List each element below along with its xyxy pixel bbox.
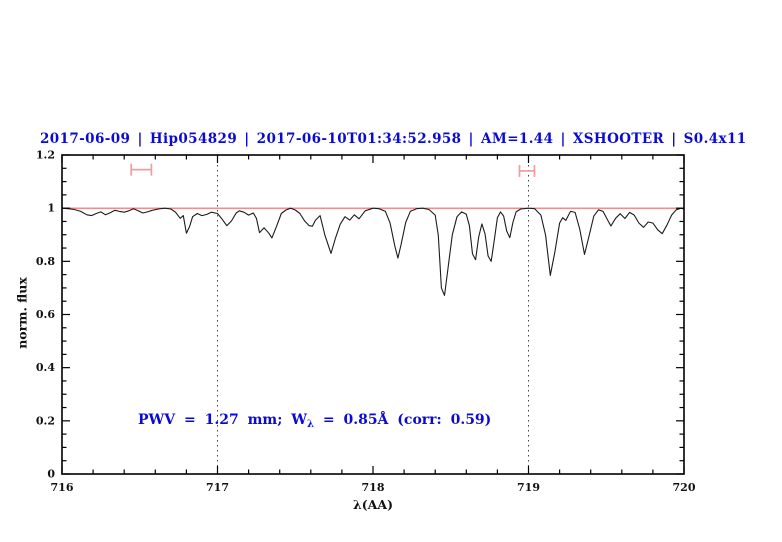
- y-tick-label: 0.4: [36, 361, 55, 374]
- x-tick-label: 716: [51, 481, 74, 494]
- x-tick-label: 719: [517, 481, 540, 494]
- ew-marker-2: [518, 164, 536, 177]
- spectrum-path: [61, 207, 685, 296]
- y-axis-label: norm. flux: [14, 277, 30, 349]
- tick-labels: 716 717 718 719 720 0 0.2 0.4 0.6 0.8 1 1.2: [36, 149, 696, 495]
- y-tick-label: 0.8: [36, 255, 55, 268]
- annotation-lambda-subscript: λ: [306, 419, 314, 430]
- pwv-annotation: PWV = 1.27 mm; Wλ = 0.85Å (corr: 0.59): [138, 412, 491, 430]
- x-tick-label: 720: [673, 481, 696, 494]
- x-axis-label: λ(AA): [353, 497, 393, 512]
- annotation-prefix: PWV = 1.27 mm; W: [138, 412, 307, 428]
- annotation-suffix: = 0.85Å (corr: 0.59): [313, 412, 492, 428]
- y-tick-label: 0: [47, 468, 55, 481]
- y-tick-label: 1.2: [36, 149, 55, 162]
- y-tick-label: 0.6: [36, 308, 55, 321]
- axis-ticks: [61, 154, 685, 475]
- ew-marker-1: [130, 163, 153, 176]
- x-tick-label: 718: [362, 481, 385, 494]
- y-tick-label: 0.2: [36, 414, 55, 427]
- x-tick-label: 717: [206, 481, 229, 494]
- plot-title: 2017-06-09 | Hip054829 | 2017-06-10T01:3…: [40, 131, 747, 147]
- y-tick-label: 1: [47, 202, 55, 215]
